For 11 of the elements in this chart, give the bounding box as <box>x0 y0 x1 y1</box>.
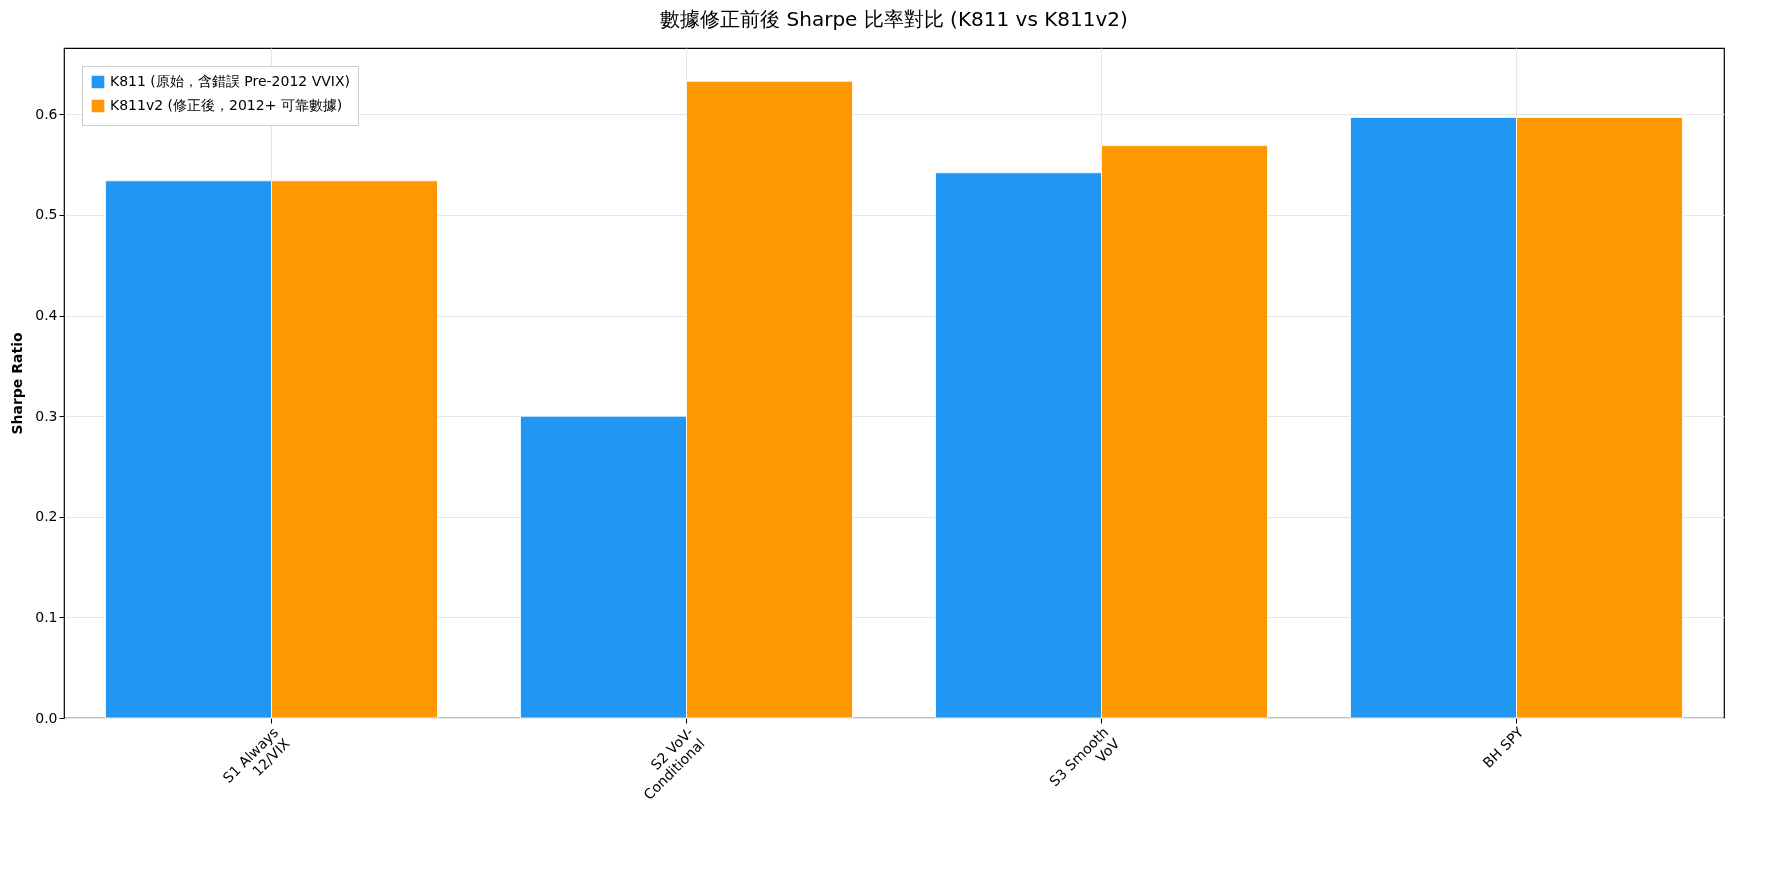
legend-label: K811v2 (修正後，2012+ 可靠數據) <box>110 97 343 113</box>
y-tick-label: 0.6 <box>35 105 58 122</box>
y-tick-label: 0.1 <box>35 608 58 625</box>
y-tick-label: 0.0 <box>35 709 58 726</box>
chart-title: 數據修正前後 Sharpe 比率對比 (K811 vs K811v2) <box>660 7 1128 31</box>
y-axis-title: Sharpe Ratio <box>9 332 26 435</box>
y-tick-label: 0.5 <box>35 206 58 223</box>
y-tick-label: 0.2 <box>35 508 58 525</box>
y-tick-label: 0.4 <box>35 307 58 324</box>
y-tick-label: 0.3 <box>35 407 58 424</box>
legend-label: K811 (原始，含錯誤 Pre-2012 VVIX) <box>110 73 350 89</box>
